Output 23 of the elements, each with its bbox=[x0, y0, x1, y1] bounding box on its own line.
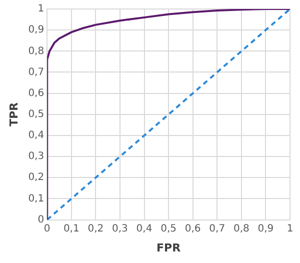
x-tick-label: 0,9 bbox=[258, 223, 274, 234]
x-tick-label: 0,2 bbox=[88, 223, 104, 234]
y-tick-label: 0,7 bbox=[28, 66, 44, 78]
x-tick-label: 0,4 bbox=[136, 223, 152, 234]
y-tick-label: 0,5 bbox=[28, 108, 44, 120]
y-tick-label: 0,6 bbox=[28, 88, 44, 99]
x-tick-label: 0,8 bbox=[233, 223, 250, 234]
y-axis-title: TPR bbox=[7, 102, 20, 126]
y-tick-label: 1 bbox=[38, 4, 44, 15]
x-tick-label: 0,1 bbox=[63, 223, 80, 234]
x-tick-label: 0,7 bbox=[209, 223, 226, 234]
y-tick-label: 0,8 bbox=[28, 46, 44, 57]
y-tick-label: 0 bbox=[38, 214, 44, 226]
x-tick-label: 0,6 bbox=[184, 223, 201, 234]
y-tick-label: 0,9 bbox=[28, 24, 44, 36]
y-tick-label: 0,3 bbox=[28, 151, 44, 162]
y-tick-label: 0,1 bbox=[28, 193, 44, 204]
y-tick-label: 0,4 bbox=[28, 130, 44, 142]
x-tick-label: 1 bbox=[286, 223, 294, 234]
x-tick-label: 0,3 bbox=[112, 223, 128, 234]
x-tick-label: 0,5 bbox=[160, 223, 177, 234]
y-tick-label: 0,2 bbox=[28, 172, 44, 184]
x-axis-title: FPR bbox=[156, 241, 182, 254]
